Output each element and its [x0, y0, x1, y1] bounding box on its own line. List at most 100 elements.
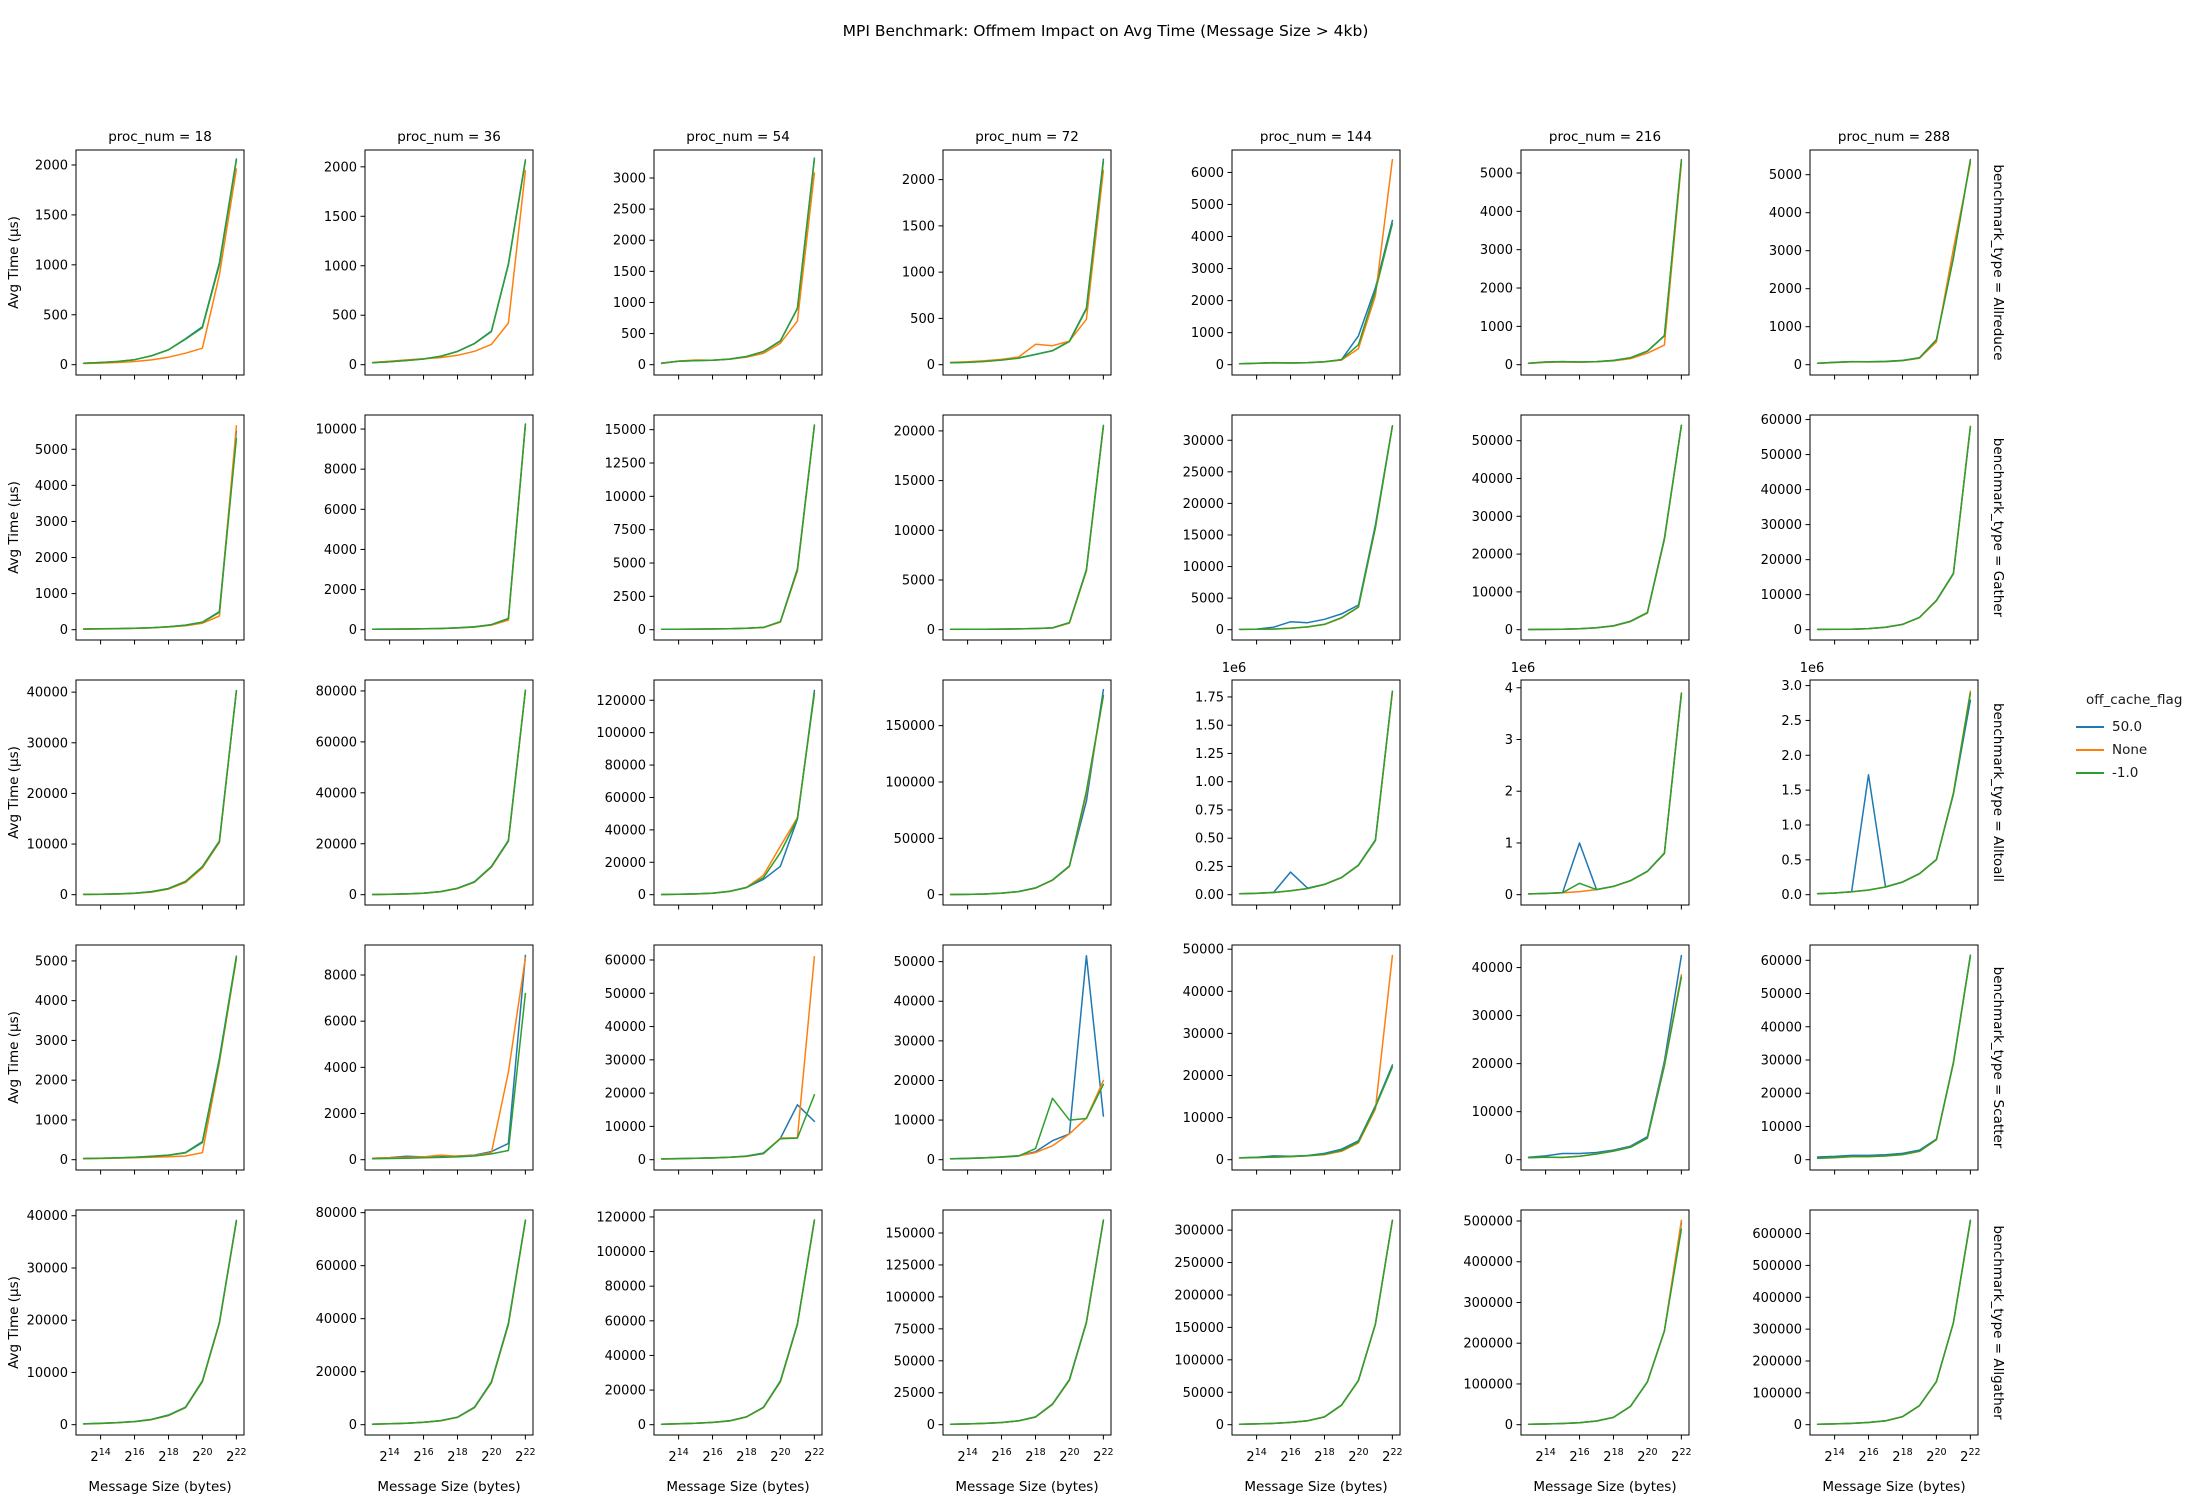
column-title: proc_num = 36 [397, 129, 501, 145]
axes-frame [942, 679, 1112, 906]
y-tick-label: 40000 [605, 823, 646, 838]
y-tick-label: 30000 [605, 1053, 646, 1068]
series-line--1.0 [1816, 954, 1972, 1159]
series-line--1.0 [1816, 158, 1972, 364]
x-tick-label: 216 [702, 1447, 722, 1465]
y-tick-label: 0 [349, 358, 357, 373]
x-tick-label: 218 [1025, 1447, 1045, 1465]
x-axis [967, 375, 1104, 380]
y-axis: 0 50000 100000 150000 200000 250000 300000 [1174, 1224, 1232, 1433]
y-tick-label: 150000 [885, 719, 935, 734]
column-title: proc_num = 54 [686, 129, 790, 145]
subplot-r2-c2: 0 20000 40000 60000 80000 100000 120000 [596, 679, 823, 910]
y-tick-label: 20000 [1472, 1057, 1513, 1072]
subplot-r4-c3: 0 25000 50000 75000 100000 125000 150000 214 216… [885, 1209, 1114, 1495]
y-tick-label: 5000 [613, 557, 646, 572]
y-tick-label: 60000 [316, 1259, 357, 1274]
x-axis [678, 905, 815, 910]
x-axis-label: Message Size (bytes) [955, 1479, 1098, 1495]
subplot-r2-c0: 0 10000 20000 30000 40000 Avg Time (µs) [6, 679, 245, 910]
x-tick-label: 216 [124, 1447, 144, 1465]
y-axis: 0 1000 2000 3000 4000 5000 [35, 954, 76, 1168]
axes-frame [1231, 414, 1401, 641]
y-tick-label: 0 [1505, 888, 1513, 903]
y-tick-label: 10000 [1183, 560, 1224, 575]
y-tick-label: 40000 [1472, 961, 1513, 976]
axes-frame [1231, 679, 1401, 906]
y-tick-label: 10000 [27, 1366, 68, 1381]
y-tick-label: 0 [927, 888, 935, 903]
axes-frame [653, 414, 823, 641]
y-tick-label: 4000 [324, 1061, 357, 1076]
series-line--1.0 [1527, 158, 1683, 364]
y-tick-label: 0.25 [1195, 860, 1224, 875]
x-axis [967, 905, 1104, 910]
x-tick-label: 220 [1348, 1447, 1368, 1465]
y-tick-label: 5000 [1769, 168, 1802, 183]
axes-frame [1231, 944, 1401, 1171]
y-tick-label: 30000 [894, 1034, 935, 1049]
legend-entry: -1.0 [2076, 761, 2182, 784]
row-title: benchmark_type = Scatter [1990, 967, 2006, 1149]
axes-frame [75, 944, 245, 1171]
y-tick-label: 0 [349, 623, 357, 638]
x-tick-label: 222 [1382, 1447, 1402, 1465]
subplot-r2-c3: 0 50000 100000 150000 [885, 679, 1112, 910]
x-tick-label: 216 [1858, 1447, 1878, 1465]
axes-frame [1520, 414, 1690, 641]
y-tick-label: 20000 [894, 424, 935, 439]
subplot-r0-c3: 0 500 1000 1500 2000 proc_num = 72 [902, 129, 1112, 380]
y-tick-label: 0 [1216, 623, 1224, 638]
y-tick-label: 1 [1505, 836, 1513, 851]
y-tick-label: 1000 [1191, 326, 1224, 341]
legend-line-swatch [2076, 771, 2104, 774]
x-tick-label: 220 [1059, 1447, 1079, 1465]
y-tick-label: 0 [1794, 358, 1802, 373]
chart-title: MPI Benchmark: Offmem Impact on Avg Time… [842, 22, 1369, 40]
y-tick-label: 1000 [35, 587, 68, 602]
x-tick-label: 214 [379, 1447, 399, 1465]
y-axis: 0 100000 200000 300000 400000 500000 600000 [1752, 1227, 1810, 1433]
y-tick-label: 0 [349, 1418, 357, 1433]
y-tick-label: 40000 [27, 686, 68, 701]
y-tick-label: 40000 [894, 995, 935, 1010]
series-line-None [371, 956, 527, 1160]
series-line--1.0 [660, 158, 816, 364]
y-tick-label: 10000 [1761, 588, 1802, 603]
series-line--1.0 [949, 1219, 1105, 1425]
y-axis: 0 10000 20000 30000 40000 50000 [1472, 434, 1521, 638]
y-tick-label: 500 [910, 312, 935, 327]
y-axis: 0 1000 2000 3000 4000 5000 [35, 443, 76, 638]
y-tick-label: 80000 [605, 759, 646, 774]
y-tick-label: 40000 [316, 1312, 357, 1327]
series-line--1.0 [82, 690, 238, 896]
series-line--1.0 [371, 689, 527, 896]
subplot-r2-c5: 0 1 2 3 4 1e6 [1505, 661, 1690, 910]
series-line--1.0 [82, 437, 238, 630]
y-tick-label: 0.5 [1781, 853, 1802, 868]
y-tick-label: 300000 [1174, 1224, 1224, 1239]
y-axis: 0 500 1000 1500 2000 2500 3000 [613, 172, 654, 373]
subplot-r2-c4: 0.00 0.25 0.50 0.75 1.00 1.25 1.50 1.75 1e6 [1195, 661, 1401, 910]
y-tick-label: 2000 [324, 583, 357, 598]
y-tick-label: 8000 [324, 463, 357, 478]
y-tick-label: 20000 [1761, 1087, 1802, 1102]
x-axis [1256, 1170, 1393, 1175]
x-tick-label: 220 [770, 1447, 790, 1465]
x-axis [100, 375, 237, 380]
x-axis: 214 216 218 220 222 [90, 1435, 247, 1465]
y-tick-label: 40000 [605, 1349, 646, 1364]
y-tick-label: 60000 [605, 791, 646, 806]
subplot-r2-c6: 0.0 0.5 1.0 1.5 2.0 2.5 3.0 1e6 benchmark_type =… [1781, 661, 2006, 910]
y-axis: 0 1000 2000 3000 4000 5000 [1480, 167, 1521, 373]
y-tick-label: 2000 [35, 158, 68, 173]
y-tick-label: 1000 [35, 258, 68, 273]
y-tick-label: 500000 [1463, 1214, 1513, 1229]
axes-frame [1520, 1209, 1690, 1436]
series-line--1.0 [660, 1219, 816, 1425]
x-axis: 214 216 218 220 222 [379, 1435, 536, 1465]
series-line--1.0 [371, 1219, 527, 1425]
x-tick-label: 218 [1892, 1447, 1912, 1465]
y-axis: 0 20000 40000 60000 80000 [316, 1206, 365, 1433]
